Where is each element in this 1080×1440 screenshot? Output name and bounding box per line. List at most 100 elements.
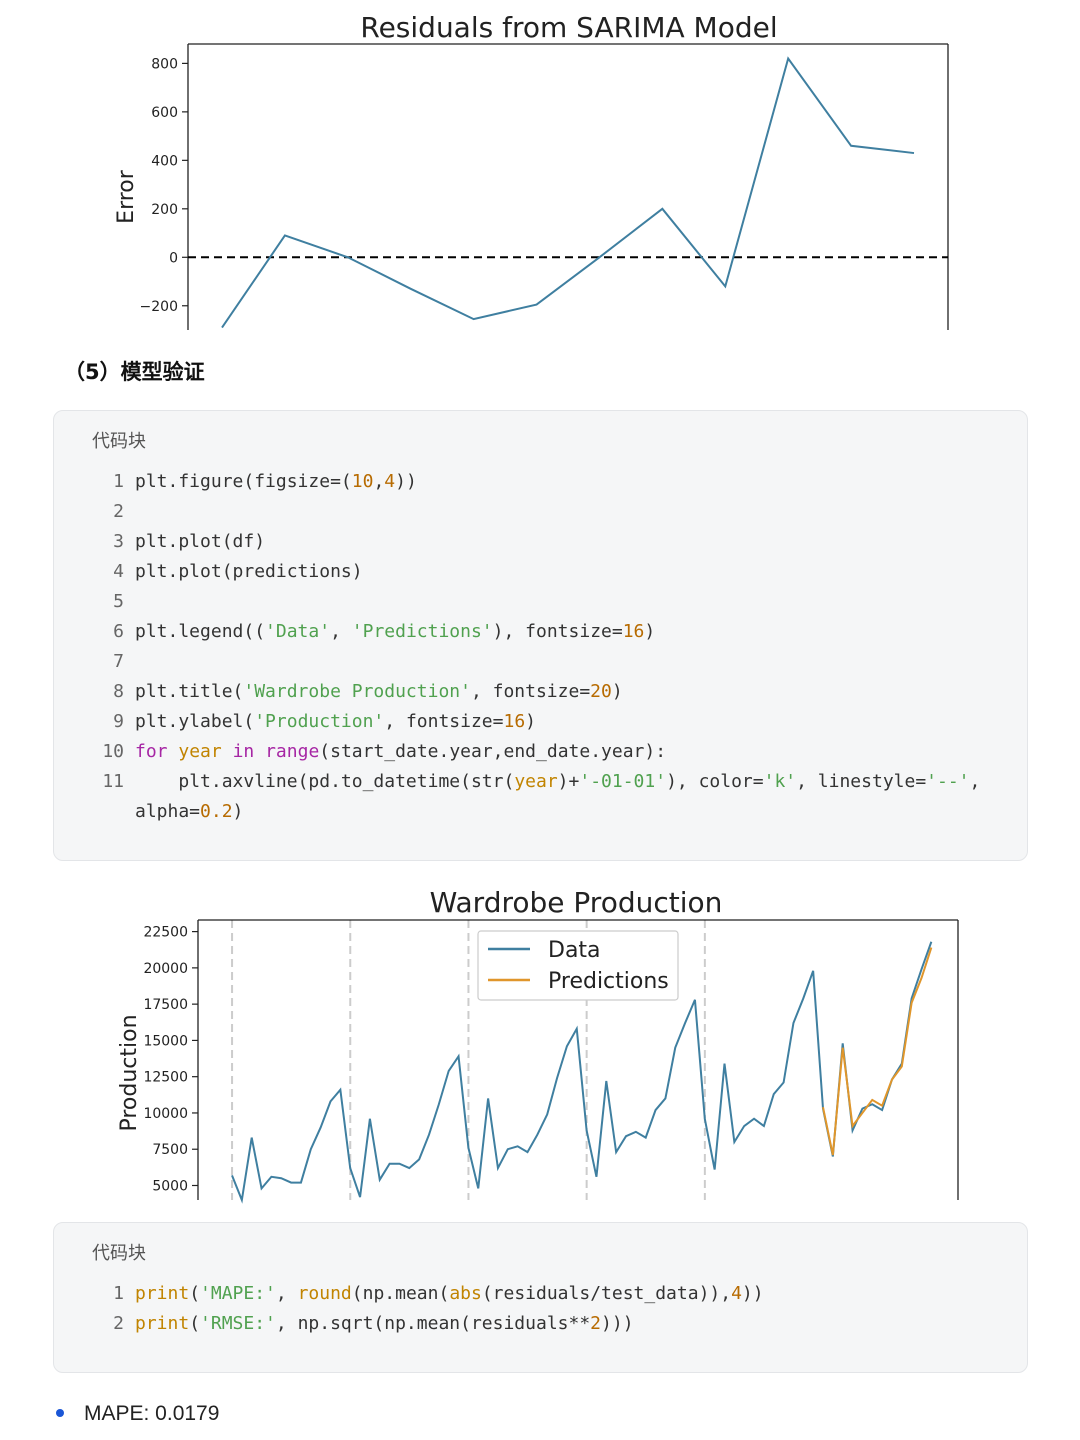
residual-series-line bbox=[221, 56, 915, 329]
code-line: 1 print('MAPE:', round(np.mean(abs(residu… bbox=[54, 1279, 1027, 1309]
code-line: 2 print('RMSE:', np.sqrt(np.mean(residual… bbox=[54, 1309, 1027, 1339]
code-line: 8 plt.title('Wardrobe Production', fontsi… bbox=[54, 677, 1027, 707]
code-token: (residuals/test_data)), bbox=[481, 1283, 732, 1304]
code-token: 20 bbox=[590, 681, 612, 702]
code-token: plt.figure(figsize=( bbox=[135, 471, 352, 492]
code-token: )+ bbox=[557, 771, 580, 792]
y-axis-label: Production bbox=[117, 1014, 142, 1131]
code-token: 4 bbox=[384, 471, 396, 492]
data-series-line bbox=[231, 941, 933, 1204]
code-line: 6 plt.legend(('Data', 'Predictions'), fon… bbox=[54, 617, 1027, 647]
line-number: 1 bbox=[113, 471, 124, 492]
code-token: ) bbox=[644, 621, 656, 642]
code-token: )) bbox=[395, 471, 417, 492]
code-token: plt.axvline(pd.to_datetime(str( bbox=[135, 771, 515, 792]
y-axis-label: Error bbox=[114, 169, 139, 224]
code-token: plt.ylabel( bbox=[135, 711, 255, 732]
code-line: 2 bbox=[54, 497, 1027, 527]
line-number: 6 bbox=[113, 621, 124, 642]
code-text: plt.ylabel('Production', fontsize=16) bbox=[135, 707, 1015, 737]
code-token: in bbox=[232, 741, 255, 762]
production-chart: Wardrobe Production Production 22500 2000… bbox=[0, 880, 1080, 1205]
predictions-series-line bbox=[822, 947, 933, 1156]
code-token: ) bbox=[611, 681, 623, 702]
code-line: 10 for year in range(start_date.year,end_… bbox=[54, 737, 1027, 767]
chart-title: Wardrobe Production bbox=[430, 886, 723, 919]
code-token: 'Wardrobe Production' bbox=[243, 681, 471, 702]
code-token: , fontsize= bbox=[384, 711, 504, 732]
legend-predictions-label: Predictions bbox=[548, 969, 669, 994]
code-token: 16 bbox=[503, 711, 526, 732]
y-tick-label: 17500 bbox=[143, 997, 188, 1013]
code-token bbox=[222, 741, 233, 762]
y-tick-label: 22500 bbox=[143, 925, 188, 941]
code-token: 16 bbox=[622, 621, 645, 642]
code-token: 'RMSE:' bbox=[200, 1313, 276, 1334]
code-block: 代码块 1 print('MAPE:', round(np.mean(abs(re… bbox=[53, 1222, 1028, 1373]
y-tick-label: 200 bbox=[151, 202, 178, 218]
code-token: round bbox=[297, 1283, 352, 1304]
code-text: plt.figure(figsize=(10,4)) bbox=[135, 467, 1015, 497]
legend: Data Predictions bbox=[477, 930, 679, 1001]
code-block-header: 代码块 bbox=[92, 1243, 146, 1264]
code-token: 4 bbox=[731, 1283, 742, 1304]
code-token: print bbox=[135, 1313, 190, 1334]
code-token: 10 bbox=[351, 471, 374, 492]
code-line: 4 plt.plot(predictions) bbox=[54, 557, 1027, 587]
code-token: ), color= bbox=[666, 771, 764, 792]
code-token: range bbox=[265, 741, 320, 762]
line-number: 1 bbox=[113, 1283, 124, 1304]
code-token: plt.plot(predictions) bbox=[135, 561, 363, 582]
code-token: 'Production' bbox=[254, 711, 385, 732]
code-block: 代码块 1 plt.figure(figsize=(10,4)) 2 3 plt.plo… bbox=[53, 410, 1028, 861]
code-token: ( bbox=[189, 1313, 201, 1334]
code-token: plt.title( bbox=[135, 681, 244, 702]
code-line: 3 plt.plot(df) bbox=[54, 527, 1027, 557]
y-tick-label: 7500 bbox=[152, 1142, 188, 1158]
code-token: 'MAPE:' bbox=[200, 1283, 276, 1304]
code-line: 9 plt.ylabel('Production', fontsize=16) bbox=[54, 707, 1027, 737]
code-token: 0.2 bbox=[200, 801, 233, 822]
y-tick-label: 20000 bbox=[143, 961, 188, 977]
code-token bbox=[254, 741, 265, 762]
code-token: for bbox=[135, 741, 168, 762]
code-text: for year in range(start_date.year,end_da… bbox=[135, 737, 1015, 767]
code-token: 2 bbox=[590, 1313, 602, 1334]
code-token: plt.plot(df) bbox=[135, 531, 266, 552]
line-number: 9 bbox=[113, 711, 124, 732]
code-line: 11 plt.axvline(pd.to_datetime(str(year)+… bbox=[54, 767, 1027, 827]
y-tick-label: 10000 bbox=[143, 1106, 188, 1122]
y-tick-label: 0 bbox=[169, 250, 178, 266]
code-token: ) bbox=[525, 711, 537, 732]
code-text: plt.plot(predictions) bbox=[135, 557, 1015, 587]
result-list-item: MAPE: 0.0179 bbox=[56, 1398, 219, 1430]
code-text: plt.plot(df) bbox=[135, 527, 1015, 557]
code-token: plt.legend(( bbox=[135, 621, 266, 642]
code-token: , alpha= bbox=[135, 771, 992, 822]
code-token: ) bbox=[232, 801, 244, 822]
code-token: , bbox=[373, 471, 385, 492]
code-token: 'Data' bbox=[265, 621, 331, 642]
code-text: plt.title('Wardrobe Production', fontsiz… bbox=[135, 677, 1015, 707]
code-token: print bbox=[135, 1283, 190, 1304]
code-line: 1 plt.figure(figsize=(10,4)) bbox=[54, 467, 1027, 497]
production-chart-svg: Wardrobe Production Production 22500 2000… bbox=[117, 886, 959, 1204]
y-tick-label: 5000 bbox=[152, 1178, 188, 1194]
legend-data-label: Data bbox=[548, 938, 601, 963]
code-text: plt.legend(('Data', 'Predictions'), font… bbox=[135, 617, 1015, 647]
code-token: 'k' bbox=[763, 771, 797, 792]
mape-result: MAPE: 0.0179 bbox=[84, 1402, 220, 1425]
code-lines: 1 plt.figure(figsize=(10,4)) 2 3 plt.plot(df… bbox=[54, 467, 1027, 827]
line-number: 4 bbox=[113, 561, 124, 582]
code-token: , linestyle= bbox=[796, 771, 927, 792]
line-number: 2 bbox=[113, 1313, 124, 1334]
code-block-header: 代码块 bbox=[92, 431, 146, 452]
code-token: 'Predictions' bbox=[351, 621, 493, 642]
code-line: 5 bbox=[54, 587, 1027, 617]
code-token: '-01-01' bbox=[579, 771, 667, 792]
code-token: (start_date.year,end_date.year): bbox=[319, 741, 667, 762]
residuals-chart: Residuals from SARIMA Model Error 800 600… bbox=[0, 0, 1080, 340]
y-ticks: 800 600 400 200 0 −200 bbox=[140, 56, 188, 315]
line-number: 10 bbox=[102, 741, 124, 762]
line-number: 8 bbox=[113, 681, 124, 702]
